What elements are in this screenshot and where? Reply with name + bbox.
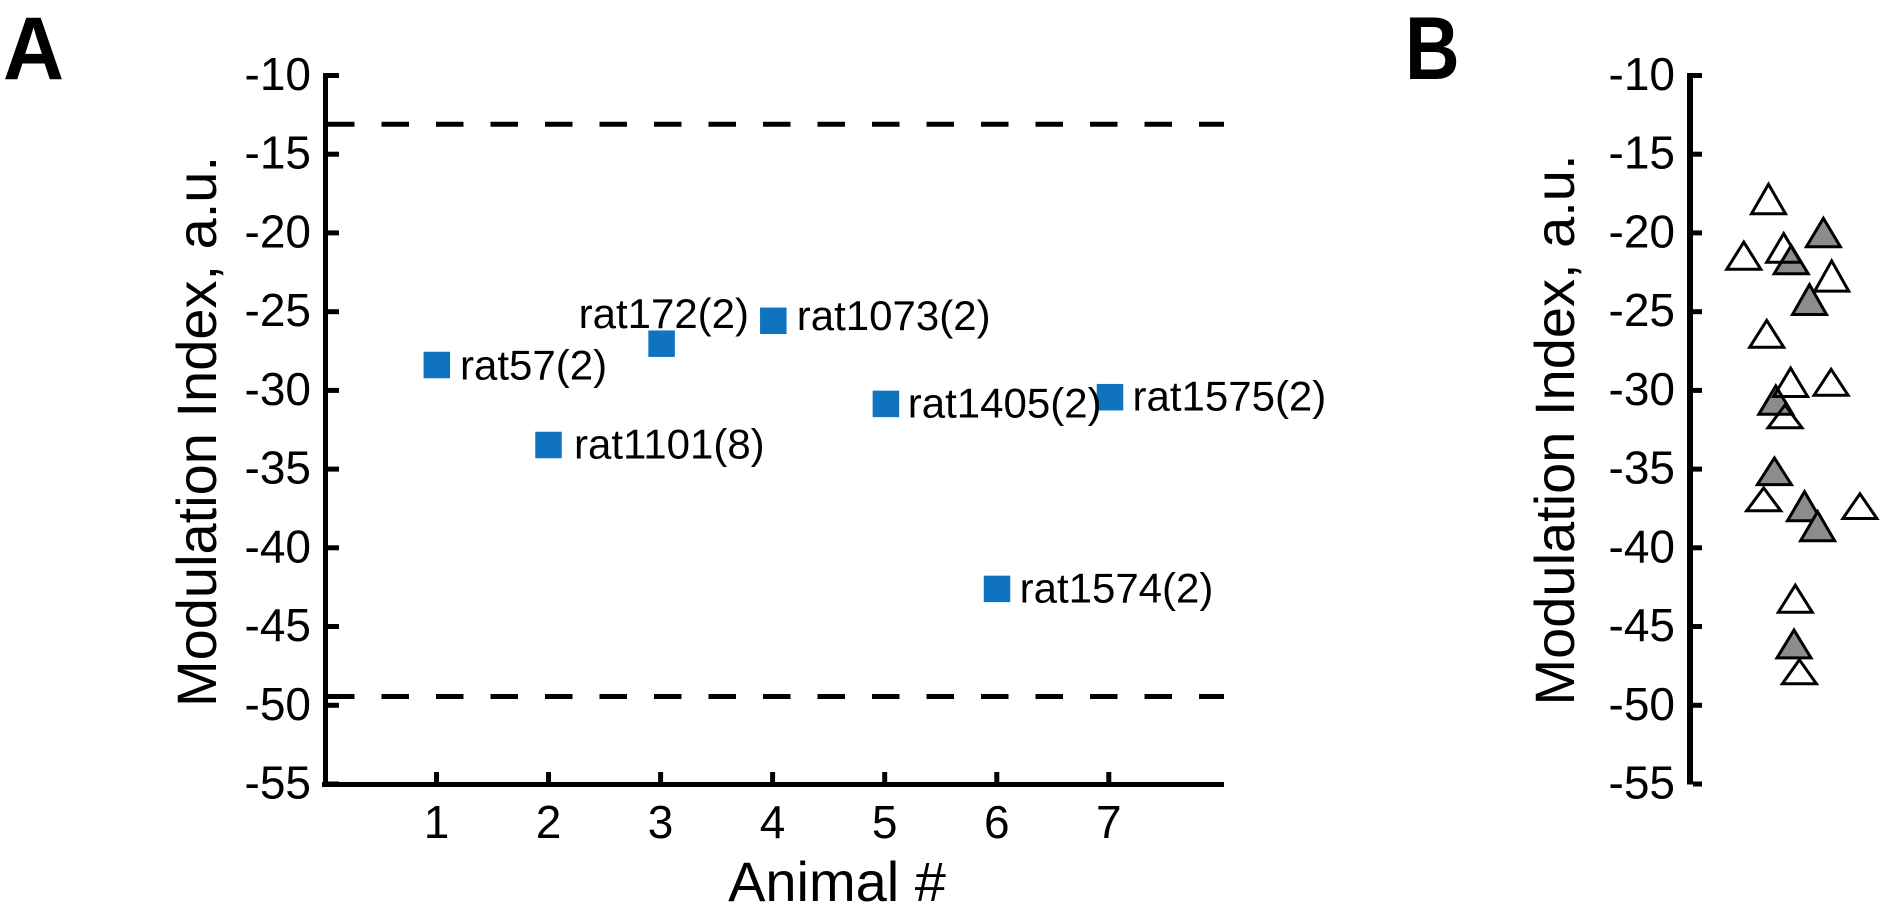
svg-text:rat57(2): rat57(2) [460, 342, 607, 389]
svg-text:-25: -25 [245, 284, 311, 336]
svg-text:-55: -55 [245, 757, 311, 809]
svg-text:-45: -45 [1609, 599, 1675, 651]
svg-text:rat1073(2): rat1073(2) [797, 292, 991, 339]
svg-text:2: 2 [536, 796, 562, 848]
svg-text:B: B [1405, 0, 1460, 98]
svg-text:7: 7 [1096, 796, 1122, 848]
svg-text:-50: -50 [1609, 678, 1675, 730]
svg-text:6: 6 [984, 796, 1010, 848]
svg-text:-40: -40 [1609, 520, 1675, 572]
svg-text:rat1405(2): rat1405(2) [908, 380, 1102, 427]
svg-text:1: 1 [424, 796, 450, 848]
svg-text:rat172(2): rat172(2) [579, 290, 749, 337]
svg-text:-55: -55 [1609, 757, 1675, 809]
svg-text:-30: -30 [1609, 363, 1675, 415]
svg-text:-30: -30 [245, 363, 311, 415]
svg-text:-15: -15 [245, 127, 311, 179]
svg-text:Modulation Index, a.u.: Modulation Index, a.u. [165, 156, 228, 707]
svg-text:rat1575(2): rat1575(2) [1133, 373, 1327, 420]
svg-text:-35: -35 [245, 442, 311, 494]
svg-text:-45: -45 [245, 599, 311, 651]
svg-text:-15: -15 [1609, 127, 1675, 179]
svg-text:5: 5 [872, 796, 898, 848]
svg-text:-20: -20 [1609, 205, 1675, 257]
svg-text:3: 3 [648, 796, 674, 848]
svg-text:A: A [3, 0, 64, 98]
svg-text:Modulation Index, a.u.: Modulation Index, a.u. [1523, 154, 1586, 705]
svg-text:rat1101(8): rat1101(8) [574, 421, 765, 468]
svg-text:rat1574(2): rat1574(2) [1020, 565, 1214, 612]
svg-text:-35: -35 [1609, 442, 1675, 494]
svg-text:-25: -25 [1609, 284, 1675, 336]
svg-text:-10: -10 [245, 48, 311, 100]
svg-text:Animal #: Animal # [728, 850, 946, 913]
svg-text:4: 4 [760, 796, 786, 848]
svg-text:-20: -20 [245, 205, 311, 257]
svg-text:-40: -40 [245, 520, 311, 572]
svg-text:-10: -10 [1609, 48, 1675, 100]
svg-text:-50: -50 [245, 678, 311, 730]
